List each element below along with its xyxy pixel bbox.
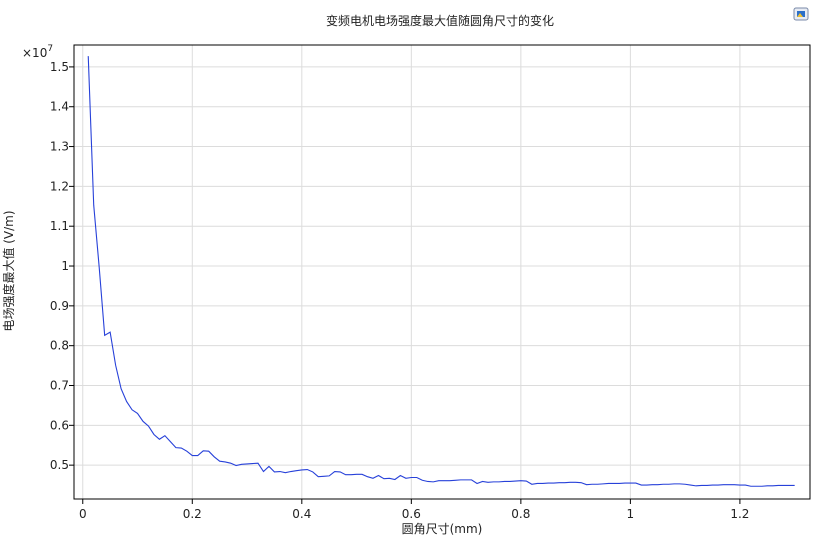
x-tick-label: 0.8	[511, 507, 530, 521]
y-tick-label: 0.6	[50, 418, 69, 432]
x-tick-label: 0.6	[402, 507, 421, 521]
x-tick-label: 0.4	[292, 507, 311, 521]
y-tick-label: 0.8	[50, 339, 69, 353]
y-tick-label: 0.5	[50, 458, 69, 472]
y-tick-label: 1.2	[50, 179, 69, 193]
y-tick-label: 1.4	[50, 100, 69, 114]
x-tick-label: 1.2	[730, 507, 749, 521]
y-multiplier-base: ×10	[22, 46, 47, 60]
axis-ticks: 0 0.2 0.4 0.6 0.8 1 1.2 0.5 0.6 0.7 0.8 0.9 1 1.1 1.2 1…	[50, 60, 750, 521]
grid	[74, 45, 810, 499]
y-multiplier: ×107	[22, 44, 53, 60]
y-multiplier-exponent: 7	[47, 44, 53, 54]
x-tick-label: 1	[627, 507, 635, 521]
image-icon[interactable]	[793, 7, 809, 21]
y-tick-label: 1.5	[50, 60, 69, 74]
chart-title: 变频电机电场强度最大值随圆角尺寸的变化	[326, 13, 554, 28]
x-axis-title: 圆角尺寸(mm)	[402, 522, 483, 536]
plot-frame	[73, 44, 811, 500]
x-tick-label: 0.2	[183, 507, 202, 521]
series-line	[87, 56, 795, 487]
series-group	[87, 56, 795, 487]
x-tick-label: 0	[79, 507, 87, 521]
y-tick-label: 0.7	[50, 379, 69, 393]
y-tick-label: 0.9	[50, 299, 69, 313]
y-tick-label: 1	[61, 259, 69, 273]
y-axis-title: 电场强度最大值 (V/m)	[1, 210, 16, 331]
y-tick-label: 1.1	[50, 219, 69, 233]
y-tick-label: 1.3	[50, 140, 69, 154]
